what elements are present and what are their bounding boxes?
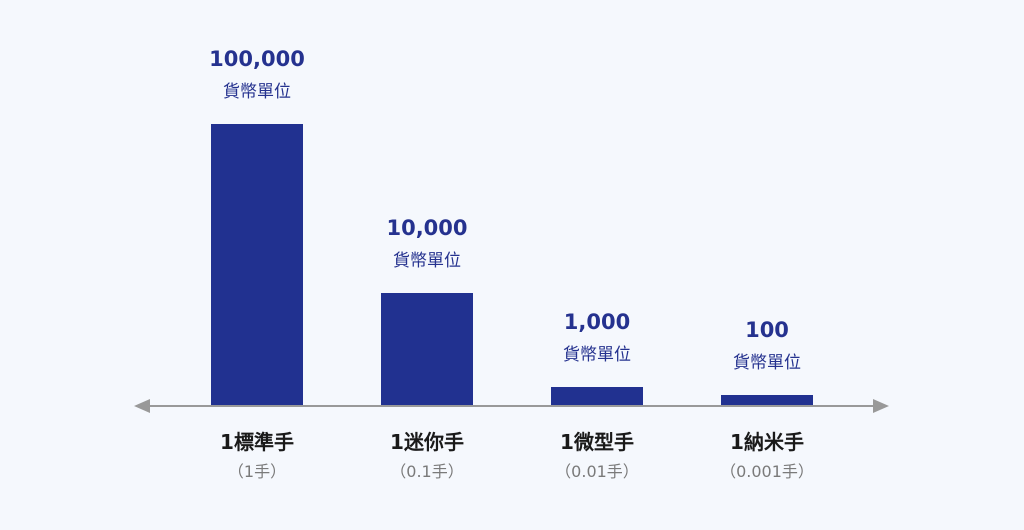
bar — [721, 395, 813, 406]
category-label: 1標準手 — [220, 430, 294, 454]
bar-unit-label: 貨幣單位 — [393, 251, 461, 271]
category-sublabel: （1手） — [227, 462, 287, 481]
category-sublabel: （0.01手） — [555, 462, 639, 481]
bar-value-label: 1,000 — [563, 310, 631, 334]
bar — [551, 387, 643, 406]
bar-unit-label: 貨幣單位 — [223, 82, 291, 102]
bar — [381, 293, 473, 406]
bar — [211, 124, 303, 406]
category-label: 1微型手 — [560, 430, 634, 454]
category-label: 1納米手 — [730, 430, 804, 454]
bar-value-label: 100 — [745, 318, 789, 342]
category-sublabel: （0.1手） — [390, 462, 464, 481]
bar-unit-label: 貨幣單位 — [563, 345, 631, 365]
x-axis-right-arrow — [873, 399, 889, 413]
category-label: 1迷你手 — [390, 430, 464, 454]
bar-value-label: 100,000 — [209, 47, 305, 71]
bar-value-label: 10,000 — [386, 216, 468, 240]
category-sublabel: （0.001手） — [720, 462, 814, 481]
bar-unit-label: 貨幣單位 — [733, 353, 801, 373]
x-axis-left-arrow — [134, 399, 150, 413]
